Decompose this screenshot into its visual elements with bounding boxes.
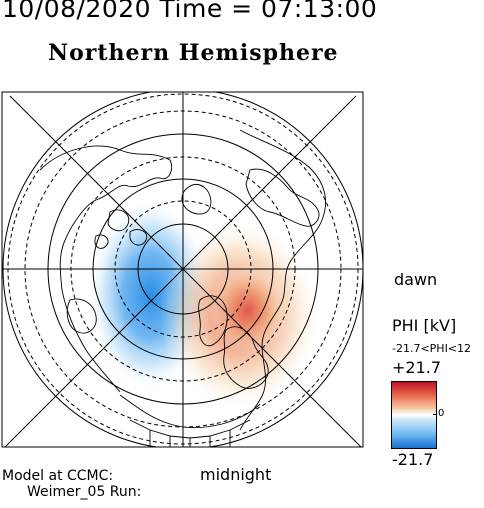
model-label: Model at CCMC:: [2, 468, 114, 484]
coastline-alaska-lower: [119, 394, 261, 429]
coastline-scandinavia: [198, 295, 228, 347]
coastline-north-america: [39, 145, 173, 393]
coastline-usa-states: [129, 419, 251, 447]
meridian-diag-2: [4, 95, 357, 447]
coastline-europe: [223, 326, 269, 389]
dawn-label: dawn: [394, 270, 438, 289]
coastline-eurasia: [239, 129, 326, 431]
coastline-greenland: [181, 183, 212, 215]
legend-range: -21.7<PHI<12: [392, 342, 472, 355]
coastline-arctic-islands: [94, 209, 148, 249]
coastlines: [39, 129, 326, 447]
coastline-hudson: [66, 298, 97, 334]
run-label: Weimer_05 Run:: [27, 484, 142, 500]
latitude-grid: [2, 92, 363, 447]
legend-title: PHI [kV]: [392, 316, 457, 335]
legend-min: -21.7: [392, 450, 434, 469]
hemisphere-title: Northern Hemisphere: [48, 40, 339, 66]
date-time-title: 10/08/2020 Time = 07:13:00: [2, 0, 378, 23]
legend-max: +21.7: [392, 358, 442, 377]
meridian-diag-1: [9, 95, 362, 447]
color-scale-zero-tick: [433, 414, 437, 415]
coastline-siberia: [245, 168, 320, 227]
midnight-label: midnight: [200, 465, 272, 484]
legend-zero: 0: [438, 408, 445, 419]
color-scale-bar: [391, 381, 437, 449]
positive-potential-core: [208, 265, 288, 355]
